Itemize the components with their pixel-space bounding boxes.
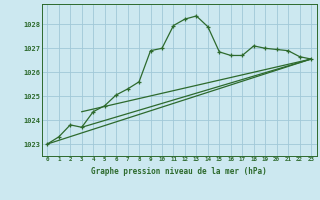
X-axis label: Graphe pression niveau de la mer (hPa): Graphe pression niveau de la mer (hPa) <box>91 167 267 176</box>
